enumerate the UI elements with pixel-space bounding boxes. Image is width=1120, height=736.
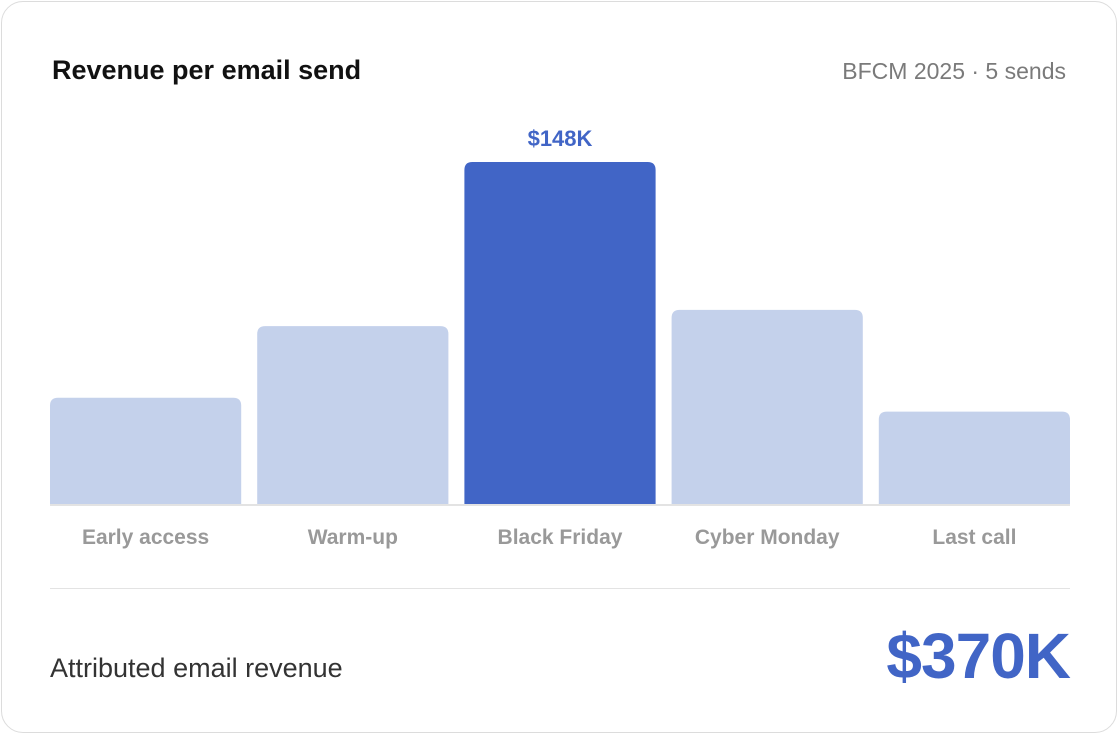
chart-title: Revenue per email send: [52, 55, 362, 85]
category-label: Warm-up: [308, 526, 398, 549]
total-revenue-value: $370K: [886, 620, 1071, 692]
chart-subtitle: BFCM 2025 · 5 sends: [842, 58, 1066, 84]
footer-divider: [50, 588, 1070, 589]
bar-warm-up: [257, 326, 449, 504]
bar-early-access: [50, 397, 242, 504]
category-label: Black Friday: [498, 526, 623, 549]
bar-cyber-monday: [671, 309, 863, 504]
bar-black-friday: [464, 162, 656, 504]
bar-last-call: [878, 411, 1070, 504]
category-label: Early access: [82, 526, 209, 549]
data-label: $148K: [528, 126, 593, 151]
category-label: Cyber Monday: [695, 526, 840, 549]
total-revenue-label: Attributed email revenue: [50, 653, 343, 683]
category-label: Last call: [932, 526, 1016, 549]
